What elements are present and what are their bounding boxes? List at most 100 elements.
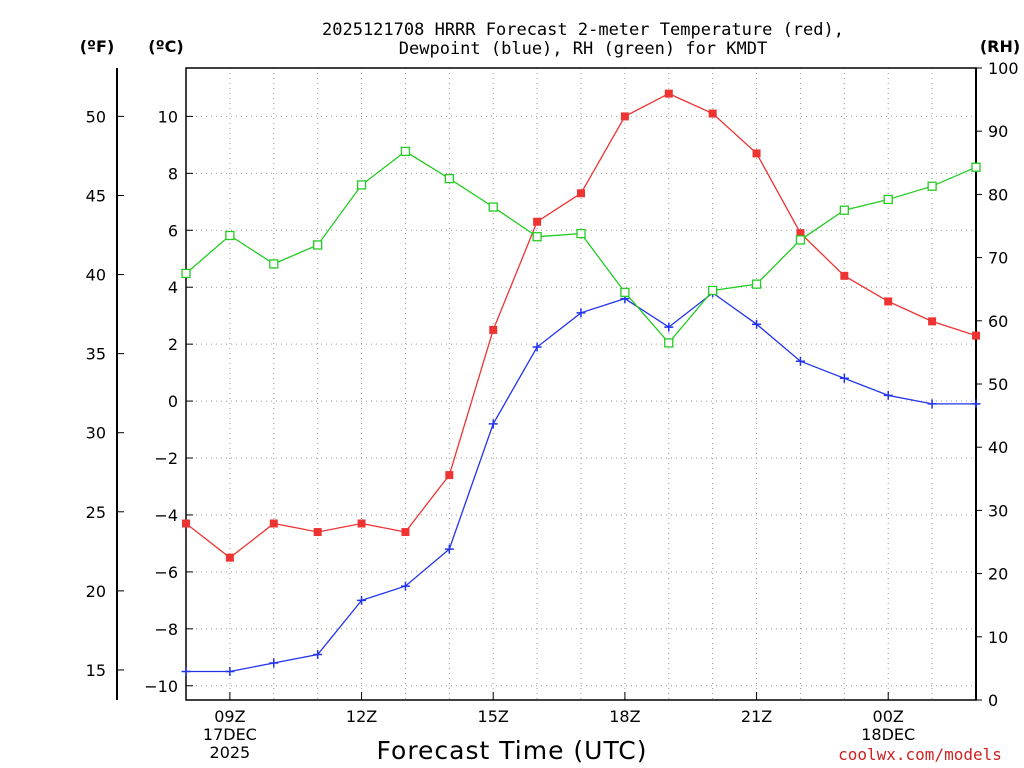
temperature-point — [928, 317, 937, 326]
celsius-tick-label: 2 — [168, 335, 178, 354]
x-tick-label: 2025 — [210, 743, 251, 762]
chart-title-line-2: Dewpoint (blue), RH (green) for KMDT — [399, 39, 767, 59]
rh-point — [532, 232, 542, 242]
chart-title: 2025121708 HRRR Forecast 2-meter Tempera… — [322, 20, 844, 59]
rh-point — [313, 240, 323, 250]
fahrenheit-unit-label: (ºF) — [80, 37, 115, 56]
temperature-point — [225, 553, 234, 562]
temperature-point — [533, 217, 542, 226]
fahrenheit-tick-label: 45 — [86, 186, 106, 205]
x-tick-label: 00Z — [873, 707, 904, 726]
celsius-tick-label: −4 — [154, 506, 178, 525]
x-tick-label: 18DEC — [861, 725, 915, 744]
dewpoint-point — [927, 399, 937, 409]
rh-tick-label: 30 — [988, 501, 1008, 520]
rh-point — [356, 180, 367, 190]
x-tick-label: 09Z — [214, 707, 245, 726]
temperature-point — [269, 519, 278, 528]
x-tick-label: 18Z — [609, 707, 640, 726]
dewpoint-point — [181, 667, 191, 677]
celsius-unit-label: (ºC) — [148, 37, 183, 56]
dewpoint-point — [576, 308, 586, 318]
dewpoint-point — [795, 356, 805, 366]
dewpoint-point — [752, 319, 762, 329]
temperature-point — [577, 189, 585, 198]
temperature-point — [840, 271, 849, 280]
dewpoint-point — [444, 544, 454, 554]
rh-point — [971, 162, 981, 172]
dewpoint-point — [357, 595, 367, 605]
rh-point — [444, 173, 454, 184]
temperature-point — [620, 112, 629, 121]
celsius-tick-label: −6 — [154, 563, 178, 582]
dewpoint-point — [971, 399, 981, 409]
fahrenheit-tick-label: 25 — [86, 503, 106, 522]
temperature-point — [664, 89, 673, 98]
fahrenheit-tick-label: 30 — [86, 424, 106, 443]
temperature-point — [489, 325, 498, 334]
rh-point — [400, 146, 411, 157]
rh-point — [576, 228, 586, 239]
dewpoint-point — [225, 667, 235, 677]
x-tick-label: 15Z — [478, 707, 509, 726]
rh-point — [664, 338, 674, 348]
celsius-tick-label: −10 — [144, 677, 178, 696]
temperature-point — [972, 331, 980, 340]
celsius-tick-label: 10 — [158, 107, 178, 126]
rh-point — [708, 285, 718, 296]
temperature-point — [884, 297, 893, 306]
rh-point — [488, 202, 498, 212]
grid-lines — [186, 68, 976, 700]
rh-tick-label: 40 — [988, 438, 1008, 457]
temperature-point — [313, 528, 322, 537]
temperature-point — [182, 519, 190, 528]
rh-point — [269, 259, 279, 269]
celsius-tick-label: 0 — [168, 392, 178, 411]
rh-point — [225, 230, 235, 241]
rh-unit-label: (RH) — [980, 37, 1020, 56]
rh-tick-label: 50 — [988, 375, 1008, 394]
dewpoint-point — [313, 649, 323, 659]
dewpoint-point — [532, 342, 542, 352]
x-tick-label: 17DEC — [203, 725, 257, 744]
rh-point — [839, 205, 849, 215]
rh-tick-label: 10 — [988, 628, 1008, 647]
rh-point — [181, 268, 191, 279]
fahrenheit-tick-label: 40 — [86, 266, 106, 285]
celsius-tick-label: −8 — [154, 620, 178, 639]
fahrenheit-tick-label: 50 — [86, 107, 106, 126]
fahrenheit-tick-label: 15 — [86, 661, 106, 680]
fahrenheit-tick-label: 20 — [86, 582, 106, 601]
temperature-point — [796, 229, 805, 238]
rh-tick-label: 0 — [988, 691, 998, 710]
axis-ticks: −10 −8 −6 −4 −2 0 2 4 6 8 10 15 2025 30 35 40 45 50 0 10 20 3… — [86, 59, 1019, 762]
rh-point — [751, 279, 762, 289]
x-tick-label: 12Z — [346, 707, 377, 726]
x-tick-label: 21Z — [741, 707, 772, 726]
credit-text: coolwx.com/models — [838, 745, 1002, 764]
temperature-point — [357, 519, 366, 528]
rh-point — [883, 194, 893, 205]
celsius-tick-label: 8 — [168, 164, 178, 183]
dewpoint-point — [488, 419, 498, 429]
celsius-tick-label: −2 — [154, 449, 178, 468]
celsius-tick-label: 6 — [168, 221, 178, 240]
dewpoint-point — [839, 373, 849, 383]
fahrenheit-tick-label: 35 — [86, 345, 106, 364]
rh-tick-label: 100 — [988, 59, 1019, 78]
x-axis-label: Forecast Time (UTC) — [377, 736, 648, 765]
chart-title-line-1: 2025121708 HRRR Forecast 2-meter Tempera… — [322, 20, 844, 40]
temperature-point — [401, 528, 410, 537]
celsius-tick-label: 4 — [168, 278, 178, 297]
temperature-point — [445, 471, 454, 480]
temperature-point — [708, 109, 717, 118]
rh-point — [795, 235, 806, 245]
rh-tick-label: 80 — [988, 185, 1008, 204]
dewpoint-point — [400, 581, 410, 591]
rh-tick-label: 70 — [988, 249, 1008, 268]
dewpoint-point — [883, 390, 893, 400]
dewpoint-point — [664, 322, 674, 332]
rh-point — [620, 287, 630, 298]
data-series — [181, 89, 981, 677]
